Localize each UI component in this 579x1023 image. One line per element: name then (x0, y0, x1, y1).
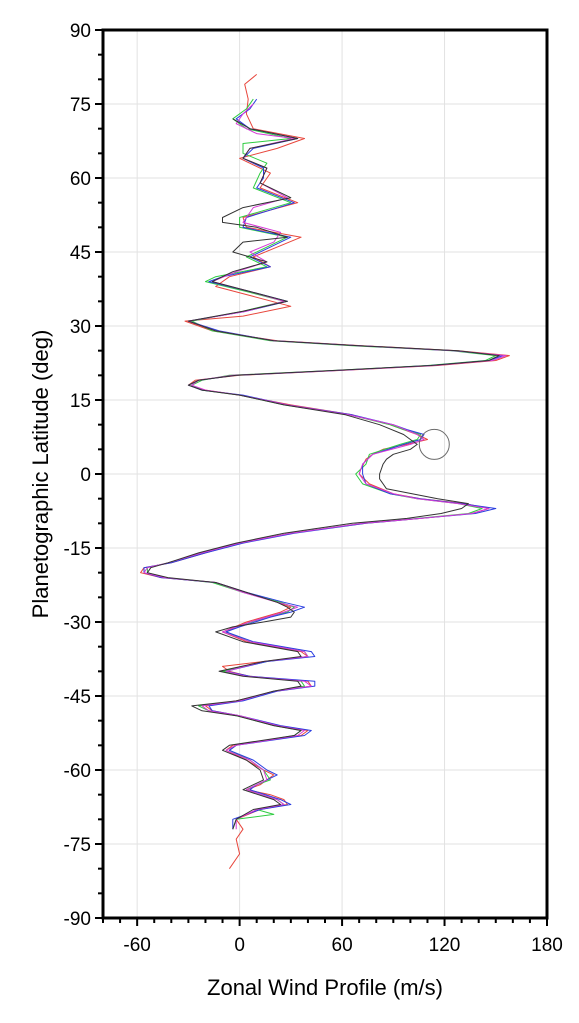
series-line-3 (143, 98, 504, 830)
y-axis-title: Planetographic Latitude (deg) (28, 330, 53, 619)
y-tick-label: 15 (70, 391, 91, 412)
axis-ticks (95, 29, 548, 926)
series-line-2 (146, 98, 497, 830)
x-tick-label: 60 (332, 935, 353, 956)
y-tick-label: -15 (64, 539, 91, 560)
series-line-4 (143, 103, 507, 830)
y-tick-label: -45 (64, 687, 91, 708)
y-tick-label: 90 (70, 21, 91, 42)
y-tick-label: -60 (64, 761, 91, 782)
series-line-5 (146, 118, 500, 830)
annotation-circle (418, 428, 450, 460)
x-axis-title: Zonal Wind Profile (m/s) (207, 975, 443, 1000)
y-tick-label: -90 (64, 909, 91, 930)
y-tick-label: 0 (80, 465, 91, 486)
y-tick-label: 45 (70, 243, 91, 264)
chart-grid (103, 30, 547, 918)
y-tick-label: 60 (70, 169, 91, 190)
x-tick-label: 120 (429, 935, 461, 956)
y-tick-label: 75 (70, 95, 91, 116)
chart-series-group (140, 74, 510, 869)
y-tick-label: -30 (64, 613, 91, 634)
y-tick-label: 30 (70, 317, 91, 338)
x-tick-label: 0 (234, 935, 245, 956)
axis-tick-labels: -60 0 60 120 180 90 75 60 45 30 15 0 -15 -30 -45 -60 -75… (64, 21, 563, 956)
x-tick-label: 180 (531, 935, 563, 956)
y-tick-label: -75 (64, 835, 91, 856)
x-tick-label: -60 (123, 935, 150, 956)
series-line-1 (140, 74, 510, 869)
